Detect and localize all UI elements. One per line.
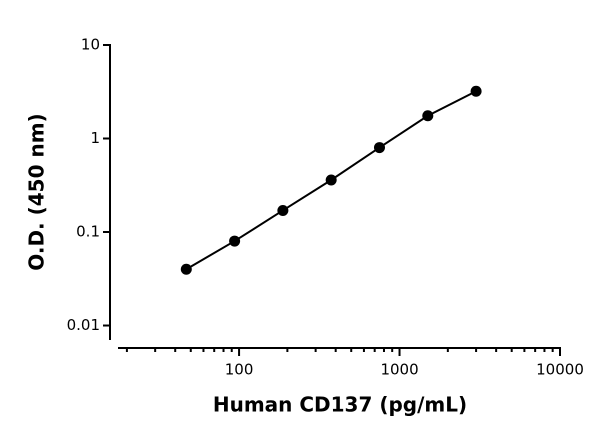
y-tick-label: 1 [90,129,100,147]
x-tick-label: 1000 [380,361,418,379]
data-point [422,110,434,122]
data-point [229,235,241,247]
x-axis-title: Human CD137 (pg/mL) [213,393,467,417]
y-tick-label: 0.1 [76,223,100,241]
y-tick-label: 10 [81,36,100,54]
data-point [325,174,337,186]
y-tick-label: 0.01 [67,316,100,334]
data-point [180,263,192,275]
data-point [470,85,482,97]
y-axis-title: O.D. (450 nm) [25,113,49,270]
x-tick-label: 10000 [536,361,584,379]
data-point [277,204,289,216]
x-tick-label: 100 [225,361,254,379]
data-point [373,142,385,154]
